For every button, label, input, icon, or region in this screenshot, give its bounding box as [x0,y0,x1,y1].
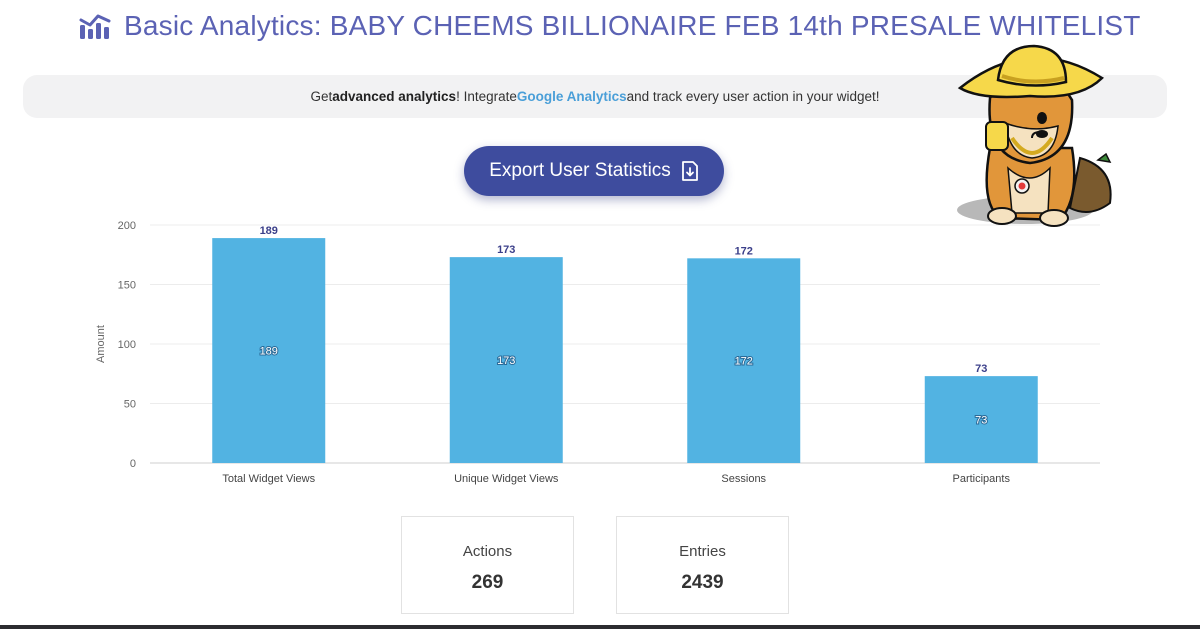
file-download-icon [681,161,698,181]
google-analytics-link[interactable]: Google Analytics [516,89,627,104]
x-category-label: Participants [953,473,1011,485]
banner-bold-text: advanced analytics [332,89,457,104]
banner-middle: ! Integrate [456,89,517,104]
bar-inner-label: 172 [735,356,753,368]
y-axis-title: Amount [95,325,107,363]
bar-value-label: 173 [497,244,515,256]
analytics-chart-icon [79,14,111,39]
bar-inner-label: 189 [260,346,278,358]
export-button-label: Export User Statistics [489,160,671,181]
bar-participants [924,376,1038,463]
x-category-label: Total Widget Views [222,473,315,485]
bar-total-widget-views [212,238,326,463]
page-header: Basic Analytics: BABY CHEEMS BILLIONAIRE… [78,6,1141,46]
y-tick-label: 0 [130,458,136,470]
bar-inner-label: 173 [497,355,515,367]
banner-prefix: Get [310,89,333,104]
bar-value-label: 189 [260,225,278,237]
y-tick-label: 150 [118,280,136,292]
stat-value: 2439 [681,572,724,593]
export-user-statistics-button[interactable]: Export User Statistics [464,146,724,196]
stat-card-entries: Entries 2439 [616,516,789,614]
y-tick-label: 50 [124,399,136,411]
cheems-dog-mascot-icon [957,44,1112,227]
y-tick-label: 200 [118,220,136,232]
stat-value: 269 [471,572,504,593]
bar-value-label: 172 [735,245,753,257]
bar-value-label: 73 [975,363,987,375]
stat-label: Actions [462,543,513,560]
banner-suffix: and track every user action in your widg… [626,89,880,104]
bar-sessions [687,258,801,463]
y-tick-label: 100 [118,339,136,351]
bar-unique-widget-views [449,257,563,463]
x-category-label: Sessions [721,473,766,485]
bar-inner-label: 73 [975,415,987,427]
x-category-label: Unique Widget Views [454,473,559,485]
page-title: Basic Analytics: BABY CHEEMS BILLIONAIRE… [124,10,1141,41]
bottom-bar [0,625,1200,629]
bar-chart: 0 50 100 150 200 Amount 189 189 Total Widget Vie… [95,220,1100,485]
stat-card-actions: Actions 269 [401,516,574,614]
stat-label: Entries [679,543,726,560]
